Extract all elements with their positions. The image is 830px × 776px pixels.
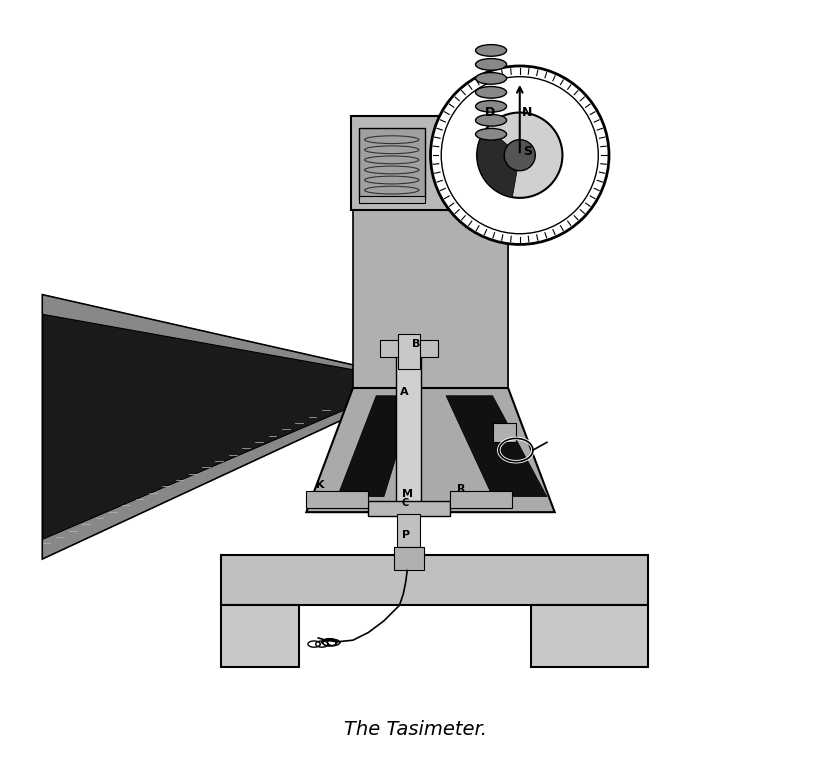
Text: D: D — [486, 106, 496, 119]
Text: The Tasimeter.: The Tasimeter. — [344, 720, 486, 739]
Text: K: K — [316, 480, 325, 490]
Bar — [359, 128, 425, 198]
Bar — [394, 547, 423, 570]
Ellipse shape — [476, 72, 506, 85]
Bar — [380, 340, 437, 357]
Bar — [398, 334, 420, 369]
Bar — [351, 116, 518, 210]
Text: P: P — [403, 531, 411, 540]
Circle shape — [477, 113, 563, 198]
Ellipse shape — [476, 44, 506, 57]
Polygon shape — [42, 295, 369, 372]
Text: C: C — [401, 498, 408, 508]
Bar — [492, 423, 516, 442]
Polygon shape — [338, 396, 415, 497]
Ellipse shape — [476, 128, 506, 140]
Polygon shape — [446, 396, 547, 497]
Text: B: B — [412, 339, 420, 348]
Bar — [369, 501, 450, 516]
Bar — [306, 491, 369, 508]
Ellipse shape — [476, 114, 506, 126]
Bar — [397, 345, 421, 512]
Bar — [515, 180, 544, 210]
Text: N: N — [522, 106, 533, 119]
Bar — [359, 196, 425, 203]
Bar — [397, 514, 421, 547]
Polygon shape — [42, 295, 369, 559]
Text: M: M — [402, 490, 413, 499]
Circle shape — [505, 140, 535, 171]
Ellipse shape — [476, 87, 506, 99]
Polygon shape — [42, 400, 369, 559]
Circle shape — [431, 66, 609, 244]
Polygon shape — [306, 388, 554, 512]
Wedge shape — [477, 128, 520, 197]
Text: R: R — [457, 484, 466, 494]
Text: A: A — [400, 387, 408, 397]
Ellipse shape — [476, 59, 506, 71]
Bar — [515, 133, 544, 163]
Bar — [450, 491, 512, 508]
Bar — [221, 555, 647, 605]
Text: S: S — [523, 145, 532, 158]
Bar — [221, 605, 299, 667]
Bar — [531, 605, 647, 667]
Bar — [353, 210, 508, 388]
Ellipse shape — [476, 100, 506, 112]
